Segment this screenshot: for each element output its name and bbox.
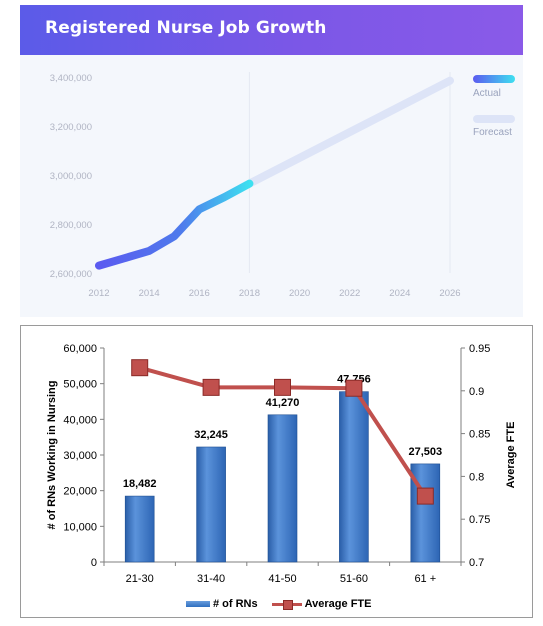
y-tick-label: 0 (91, 557, 97, 569)
y-tick-label: 40,000 (63, 414, 97, 426)
y2-tick-label: 0.9 (469, 386, 484, 398)
job-growth-panel: Registered Nurse Job Growth 2,600,000 2,8… (20, 5, 523, 317)
job-growth-header: Registered Nurse Job Growth (20, 5, 523, 55)
y2-tick-label: 0.95 (469, 343, 490, 355)
y-tick-label: 2,600,000 (50, 269, 92, 280)
x-tick-label-41-50: 41-50 (268, 573, 296, 585)
bar-41-50 (267, 414, 298, 563)
fte-marker-61 (416, 487, 434, 505)
y2-tick-label: 0.85 (469, 429, 490, 441)
bar-value-label-41-50: 41,270 (266, 397, 300, 409)
y2-tick-label: 0.75 (469, 514, 490, 526)
bar-value-label-31-40: 32,245 (194, 429, 228, 441)
legend-label-fte: Average FTE (304, 598, 372, 610)
fte-marker-51-60 (345, 379, 363, 397)
y2-axis-title: Average FTE (505, 422, 517, 489)
fte-chart: 0 10,000 20,000 30,000 40,000 50,000 60,000 0.7… (46, 343, 517, 585)
y-tick-label: 10,000 (63, 521, 97, 533)
legend-swatch-rns (186, 601, 210, 607)
x-tick-label-31-40: 31-40 (197, 573, 225, 585)
x-tick-label-61: 61 + (414, 573, 436, 585)
x-tick-label: 2026 (439, 288, 460, 299)
x-tick-label: 2018 (239, 288, 260, 299)
bar-21-30 (124, 495, 155, 563)
y-tick-label: 60,000 (63, 343, 97, 355)
x-tick-label: 2022 (339, 288, 360, 299)
legend-item-rns: # of RNs (186, 598, 258, 610)
legend-swatch-forecast (473, 115, 515, 123)
bar-value-label-61: 27,503 (408, 446, 442, 458)
x-tick-label: 2020 (289, 288, 310, 299)
x-tick-label-51-60: 51-60 (340, 573, 368, 585)
series-line-actual (95, 179, 254, 270)
x-tick-label: 2016 (189, 288, 210, 299)
legend-label-forecast: Forecast (473, 127, 512, 138)
y-tick-label: 2,800,000 (50, 220, 92, 231)
legend-item-fte: Average FTE (271, 598, 372, 610)
y2-tick-label: 0.8 (469, 471, 484, 483)
fte-marker-21-30 (131, 359, 149, 377)
legend-swatch-actual (473, 75, 515, 83)
job-growth-title: Registered Nurse Job Growth (45, 18, 327, 38)
job-growth-chart: 2,600,000 2,800,000 3,000,000 3,200,000 3,40… (50, 72, 515, 299)
bar-31-40 (196, 446, 226, 563)
fte-marker-41-50 (274, 378, 291, 396)
x-tick-label: 2024 (389, 288, 410, 299)
y2-tick-label: 0.7 (469, 557, 484, 569)
x-tick-label: 2014 (139, 288, 160, 299)
y-tick-label: 3,200,000 (50, 122, 92, 133)
y-tick-label: 30,000 (63, 450, 97, 462)
series-line-forecast (245, 76, 454, 188)
y-tick-label: 50,000 (63, 379, 97, 391)
bar-value-label-21-30: 18,482 (123, 478, 157, 490)
legend-label-actual: Actual (473, 88, 501, 99)
fte-chart-panel: 0 10,000 20,000 30,000 40,000 50,000 60,000 0.7… (20, 325, 533, 618)
legend-swatch-fte (271, 599, 302, 610)
bar-51-60 (339, 391, 369, 563)
y-tick-label: 3,400,000 (50, 73, 92, 84)
x-tick-label-21-30: 21-30 (126, 573, 154, 585)
fte-marker-31-40 (202, 378, 220, 396)
y-tick-label: 3,000,000 (50, 171, 92, 182)
fte-chart-legend: # of RNs Average FTE (186, 596, 385, 612)
legend-label-rns: # of RNs (213, 598, 258, 610)
y-tick-label: 20,000 (63, 486, 97, 498)
y-axis-title: # of RNs Working in Nursing (46, 381, 58, 530)
x-tick-label: 2012 (88, 288, 109, 299)
